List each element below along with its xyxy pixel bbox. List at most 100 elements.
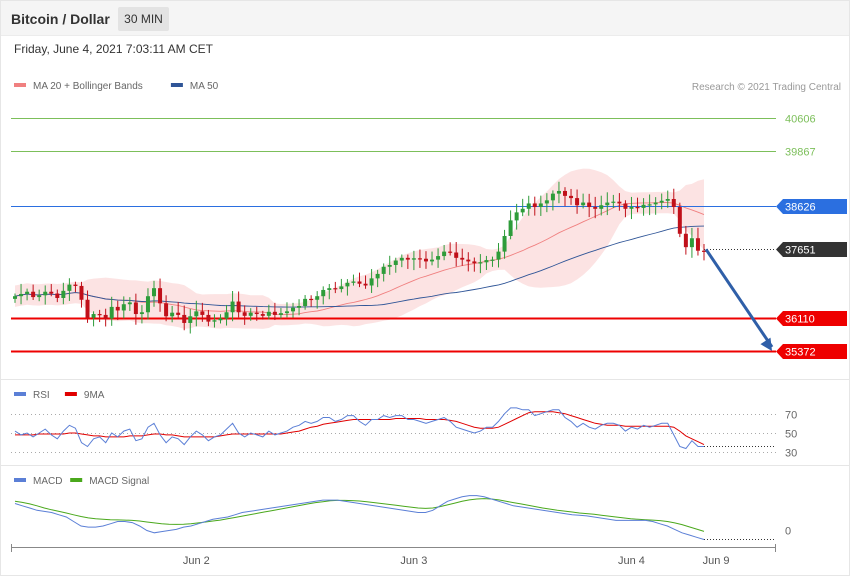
- candle-body: [43, 291, 48, 296]
- candle: [677, 202, 682, 238]
- candle: [593, 196, 598, 219]
- candle-body: [133, 302, 138, 315]
- candle: [381, 263, 386, 282]
- candle-body: [587, 202, 592, 208]
- rsi-tick-label: 70: [785, 410, 797, 422]
- level-39867: 39867: [11, 147, 816, 159]
- candle-body: [55, 293, 60, 298]
- candle: [665, 190, 670, 208]
- candle-body: [508, 220, 513, 236]
- candle: [484, 255, 489, 270]
- candle-body: [436, 256, 441, 260]
- level-35372: 35372: [11, 344, 847, 359]
- candle-body: [200, 311, 205, 315]
- candle: [97, 309, 102, 323]
- candle-body: [61, 290, 66, 298]
- legend-swatch: [14, 478, 26, 482]
- candle-body: [73, 284, 78, 286]
- candle-body: [303, 298, 308, 307]
- candle-body: [405, 257, 410, 260]
- candle: [623, 200, 628, 218]
- candle: [182, 305, 187, 331]
- candle-body: [218, 318, 223, 321]
- candle: [514, 203, 519, 230]
- candle: [617, 193, 622, 211]
- candle-body: [309, 298, 314, 301]
- candle: [599, 195, 604, 216]
- candle-body: [115, 306, 120, 311]
- level-label-box: [776, 242, 847, 257]
- candle: [411, 250, 416, 271]
- candle: [387, 255, 392, 275]
- candle: [260, 310, 265, 320]
- candle-body: [127, 302, 132, 305]
- candle: [550, 190, 555, 211]
- legend-label: MA 50: [190, 81, 219, 92]
- candle-body: [194, 311, 199, 317]
- candle-body: [278, 313, 283, 315]
- level-36110: 36110: [11, 311, 847, 326]
- candle-body: [442, 251, 447, 257]
- candle-body: [272, 311, 277, 315]
- candle-body: [647, 204, 652, 206]
- candle-body: [665, 198, 670, 201]
- candle-body: [212, 320, 217, 322]
- candle: [369, 269, 374, 293]
- candle-body: [79, 285, 84, 300]
- x-axis-label: Jun 4: [618, 555, 645, 567]
- candle: [109, 296, 114, 326]
- forecast-arrow-head: [760, 337, 772, 351]
- candle-body: [490, 259, 495, 261]
- candle-body: [176, 312, 181, 315]
- candle-body: [653, 202, 658, 205]
- candle-body: [206, 314, 211, 322]
- candle-body: [188, 316, 193, 323]
- candle-body: [381, 266, 386, 274]
- candle-body: [375, 273, 380, 279]
- candle: [121, 296, 126, 319]
- candle-body: [13, 296, 17, 299]
- x-axis-label: Jun 9: [703, 555, 730, 567]
- candle-body: [593, 207, 598, 209]
- candle-body: [230, 301, 235, 313]
- candle-body: [291, 307, 296, 312]
- candle-body: [242, 312, 247, 316]
- candle-body: [182, 314, 187, 323]
- candle: [278, 308, 283, 319]
- candle: [532, 196, 537, 216]
- candle: [321, 286, 326, 305]
- candle: [79, 281, 84, 308]
- candle: [272, 302, 277, 321]
- candle: [375, 269, 380, 288]
- candle-body: [695, 238, 700, 251]
- level-40606: 40606: [11, 114, 816, 126]
- legend-label: MA 20 + Bollinger Bands: [33, 81, 143, 92]
- candle-body: [454, 252, 459, 258]
- candle: [502, 229, 507, 259]
- candle: [689, 227, 694, 258]
- candle-body: [363, 283, 368, 286]
- candle: [605, 192, 610, 216]
- candle: [635, 197, 640, 213]
- candle: [49, 284, 54, 297]
- legend-swatch: [64, 392, 77, 396]
- forecast-arrow-line: [704, 248, 774, 348]
- candle: [67, 278, 72, 301]
- rsi-line: [14, 407, 704, 450]
- candle-body: [97, 314, 102, 316]
- candle: [417, 249, 422, 268]
- level-38626: 38626: [11, 199, 847, 214]
- candle-body: [496, 251, 501, 260]
- candle-body: [91, 314, 96, 318]
- timeframe-badge[interactable]: 30 MIN: [118, 7, 169, 31]
- candle: [73, 281, 78, 293]
- candle-body: [357, 281, 362, 284]
- candle-body: [562, 190, 567, 196]
- legend-swatch: [170, 83, 183, 87]
- macd-panel-divider: [0, 465, 850, 466]
- candle: [393, 257, 398, 273]
- candle-body: [103, 314, 108, 319]
- candle: [248, 308, 253, 321]
- candle: [43, 285, 48, 305]
